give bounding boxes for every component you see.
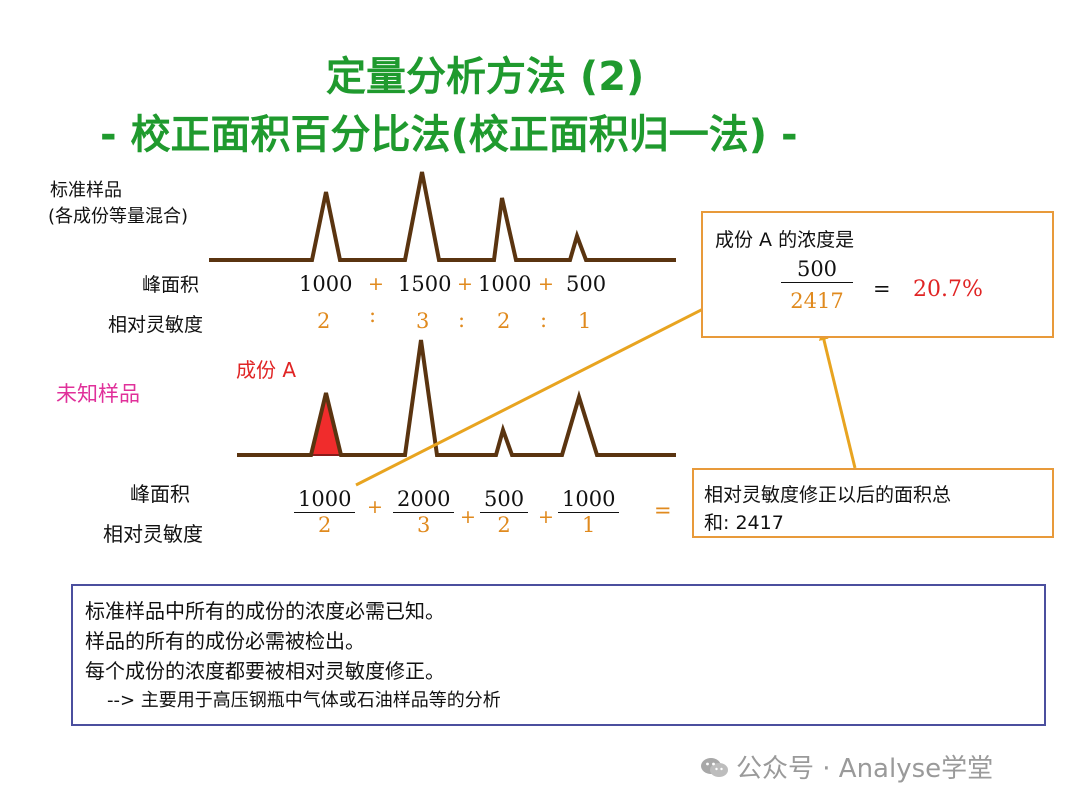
component-a-peak — [309, 392, 343, 456]
fraction-numerator: 1000 — [558, 487, 620, 513]
unknown-area-label: 峰面积 — [130, 482, 190, 506]
component-a-label: 成份 A — [236, 358, 297, 382]
fraction-numerator: 1000 — [294, 487, 356, 513]
standard-sample-label: 标准样品 — [50, 180, 122, 201]
note-line: 每个成份的浓度都要被相对灵敏度修正。 — [85, 659, 445, 683]
standard-area-label: 峰面积 — [142, 274, 200, 296]
standard-area-value: 1000 — [299, 272, 353, 296]
plus-sign: + — [367, 496, 383, 518]
plus-sign: + — [538, 273, 554, 295]
result-fraction: 500 2417 — [781, 257, 853, 313]
title-line-2: - 校正面积百分比法(校正面积归一法) - — [100, 112, 798, 158]
result-box-title: 成份 A 的浓度是 — [715, 229, 855, 251]
standard-sensitivity-label: 相对灵敏度 — [108, 314, 204, 336]
standard-sensitivity-value: 3 — [416, 309, 430, 333]
fraction-numerator: 2000 — [393, 487, 455, 513]
unknown-chromatogram-trace — [237, 339, 676, 457]
standard-sample-sublabel: (各成份等量混合) — [48, 206, 189, 227]
unknown-sensitivity-label: 相对灵敏度 — [103, 522, 203, 546]
ratio-colon: : — [540, 308, 548, 332]
corrected-area-fraction: 2000 3 — [393, 487, 455, 537]
sum-box-line-2: 和: 2417 — [704, 512, 784, 534]
standard-sensitivity-value: 1 — [578, 309, 592, 333]
corrected-area-fraction: 500 2 — [480, 487, 529, 537]
watermark-text: 公众号 · Analyse学堂 — [736, 754, 994, 784]
note-line: 样品的所有的成份必需被检出。 — [85, 629, 365, 653]
fraction-denominator: 2 — [497, 513, 511, 537]
result-numerator: 500 — [781, 257, 853, 283]
ratio-colon: : — [369, 303, 377, 327]
fraction-denominator: 3 — [417, 513, 431, 537]
notes-box: 标准样品中所有的成份的浓度必需已知。 样品的所有的成份必需被检出。 每个成份的浓… — [71, 584, 1046, 726]
corrected-area-sum-box: 相对灵敏度修正以后的面积总 和: 2417 — [692, 468, 1054, 538]
plus-sign: + — [460, 506, 476, 528]
sum-box-line-1: 相对灵敏度修正以后的面积总 — [704, 484, 952, 506]
unknown-sample-label: 未知样品 — [56, 382, 140, 406]
fraction-denominator: 2 — [318, 513, 332, 537]
concentration-result-box: 成份 A 的浓度是 500 2417 = 20.7% — [701, 211, 1054, 338]
fraction-denominator: 1 — [582, 513, 596, 537]
standard-area-value: 1000 — [478, 272, 532, 296]
standard-chromatogram-trace — [209, 171, 676, 262]
arrow-sum-to-denominator — [819, 330, 857, 469]
equals-sign: = — [654, 498, 672, 522]
result-denominator: 2417 — [790, 289, 844, 313]
standard-sensitivity-value: 2 — [497, 309, 511, 333]
note-application-line: --> 主要用于高压钢瓶中气体或石油样品等的分析 — [107, 690, 501, 711]
result-percentage: 20.7% — [913, 277, 983, 302]
result-equals: = — [873, 277, 891, 301]
fraction-numerator: 500 — [480, 487, 529, 513]
title-line-1: 定量分析方法 (2) — [326, 54, 645, 100]
corrected-area-fraction: 1000 2 — [294, 487, 356, 537]
watermark: 公众号 · Analyse学堂 — [700, 748, 993, 785]
note-line: 标准样品中所有的成份的浓度必需已知。 — [85, 599, 445, 623]
plus-sign: + — [457, 273, 473, 295]
standard-sensitivity-value: 2 — [317, 309, 331, 333]
standard-area-value: 500 — [566, 272, 607, 296]
plus-sign: + — [368, 273, 384, 295]
wechat-icon — [700, 756, 730, 780]
standard-area-value: 1500 — [398, 272, 452, 296]
ratio-colon: : — [458, 308, 466, 332]
corrected-area-fraction: 1000 1 — [558, 487, 620, 537]
plus-sign: + — [538, 506, 554, 528]
